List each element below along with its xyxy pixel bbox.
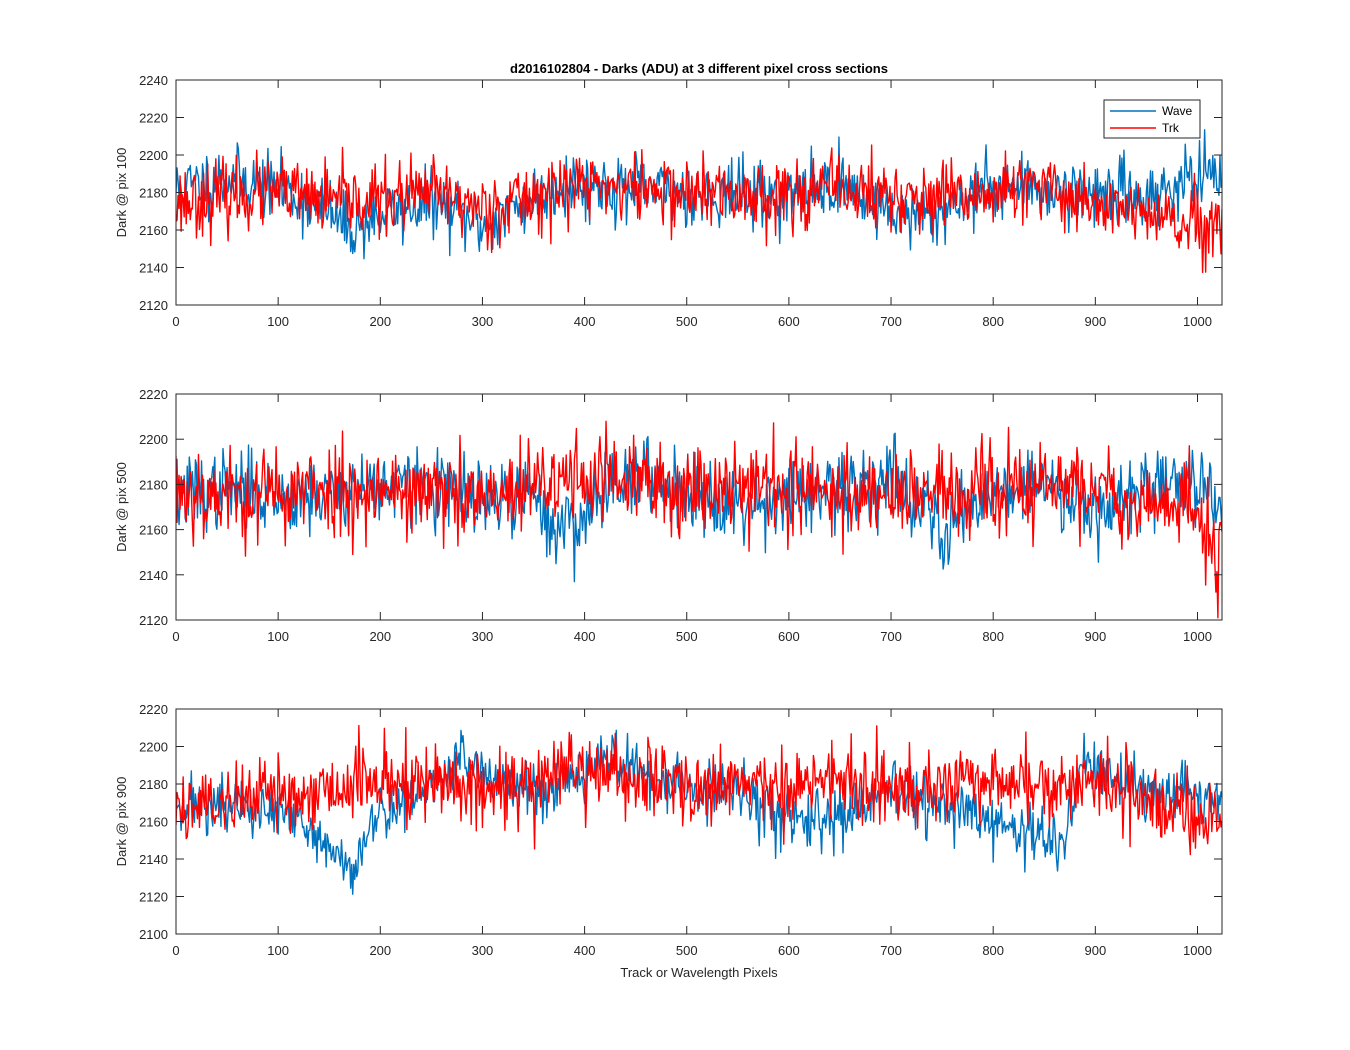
series-line-wave — [176, 432, 1222, 583]
x-tick-label: 300 — [472, 314, 494, 329]
x-tick-label: 800 — [982, 314, 1004, 329]
y-tick-label: 2140 — [139, 261, 168, 276]
x-tick-label: 1000 — [1183, 314, 1212, 329]
y-axis-label: Dark @ pix 900 — [114, 777, 129, 867]
x-tick-label: 0 — [172, 943, 179, 958]
x-tick-label: 0 — [172, 629, 179, 644]
y-tick-label: 2160 — [139, 523, 168, 538]
x-tick-label: 700 — [880, 629, 902, 644]
x-tick-label: 500 — [676, 629, 698, 644]
x-tick-label: 700 — [880, 943, 902, 958]
series-line-wave — [176, 129, 1222, 260]
y-tick-label: 2100 — [139, 927, 168, 942]
subplot-2: 0 100 200 300 400 500 600 700 800 900 1000 2120 2140… — [114, 387, 1223, 644]
y-tick-label: 2180 — [139, 777, 168, 792]
x-tick-label: 1000 — [1183, 629, 1212, 644]
x-tick-label: 500 — [676, 943, 698, 958]
x-tick-label: 200 — [369, 943, 391, 958]
legend-label-trk: Trk — [1162, 121, 1180, 135]
series-line-trk — [176, 724, 1222, 856]
y-axis-label: Dark @ pix 100 — [114, 148, 129, 238]
y-tick-label: 2140 — [139, 568, 168, 583]
x-tick-label: 600 — [778, 943, 800, 958]
series-line-trk — [176, 144, 1222, 274]
x-tick-label: 900 — [1084, 943, 1106, 958]
x-axis-label: Track or Wavelength Pixels — [620, 965, 778, 980]
y-tick-label: 2180 — [139, 186, 168, 201]
x-tick-label: 800 — [982, 943, 1004, 958]
x-tick-label: 200 — [369, 629, 391, 644]
y-tick-label: 2200 — [139, 740, 168, 755]
x-tick-label: 800 — [982, 629, 1004, 644]
y-tick-label: 2120 — [139, 298, 168, 313]
axes-frame — [175, 393, 1223, 621]
y-tick-label: 2180 — [139, 477, 168, 492]
subplot-1: 0 100 200 300 400 500 600 700 800 900 1000 2120 2140… — [114, 73, 1223, 329]
x-tick-label: 300 — [472, 943, 494, 958]
figure-title: d2016102804 - Darks (ADU) at 3 different… — [510, 61, 888, 76]
series-line-trk — [176, 420, 1222, 619]
legend: Wave Trk — [1103, 99, 1201, 139]
y-tick-label: 2160 — [139, 223, 168, 238]
legend-box — [1103, 99, 1201, 139]
x-tick-label: 900 — [1084, 629, 1106, 644]
y-tick-label: 2140 — [139, 852, 168, 867]
subplot-3: 0 100 200 300 400 500 600 700 800 900 1000 2100 2120… — [114, 702, 1223, 958]
y-tick-label: 2220 — [139, 702, 168, 717]
y-tick-label: 2220 — [139, 111, 168, 126]
x-tick-label: 900 — [1084, 314, 1106, 329]
y-tick-label: 2220 — [139, 387, 168, 402]
x-tick-label: 100 — [267, 629, 289, 644]
y-tick-label: 2120 — [139, 613, 168, 628]
x-tick-label: 600 — [778, 314, 800, 329]
x-tick-label: 200 — [369, 314, 391, 329]
x-tick-label: 100 — [267, 943, 289, 958]
x-tick-label: 400 — [574, 629, 596, 644]
x-tick-label: 0 — [172, 314, 179, 329]
y-tick-label: 2200 — [139, 432, 168, 447]
y-tick-label: 2120 — [139, 890, 168, 905]
x-tick-label: 600 — [778, 629, 800, 644]
y-tick-label: 2160 — [139, 815, 168, 830]
x-tick-label: 400 — [574, 943, 596, 958]
x-tick-label: 1000 — [1183, 943, 1212, 958]
y-tick-label: 2240 — [139, 73, 168, 88]
y-tick-label: 2200 — [139, 148, 168, 163]
x-tick-label: 500 — [676, 314, 698, 329]
y-axis-label: Dark @ pix 500 — [114, 462, 129, 552]
subplots: 0 100 200 300 400 500 600 700 800 900 100021202140… — [114, 73, 1223, 958]
x-tick-label: 300 — [472, 629, 494, 644]
legend-label-wave: Wave — [1162, 104, 1193, 118]
x-tick-label: 100 — [267, 314, 289, 329]
x-tick-label: 700 — [880, 314, 902, 329]
x-tick-label: 400 — [574, 314, 596, 329]
